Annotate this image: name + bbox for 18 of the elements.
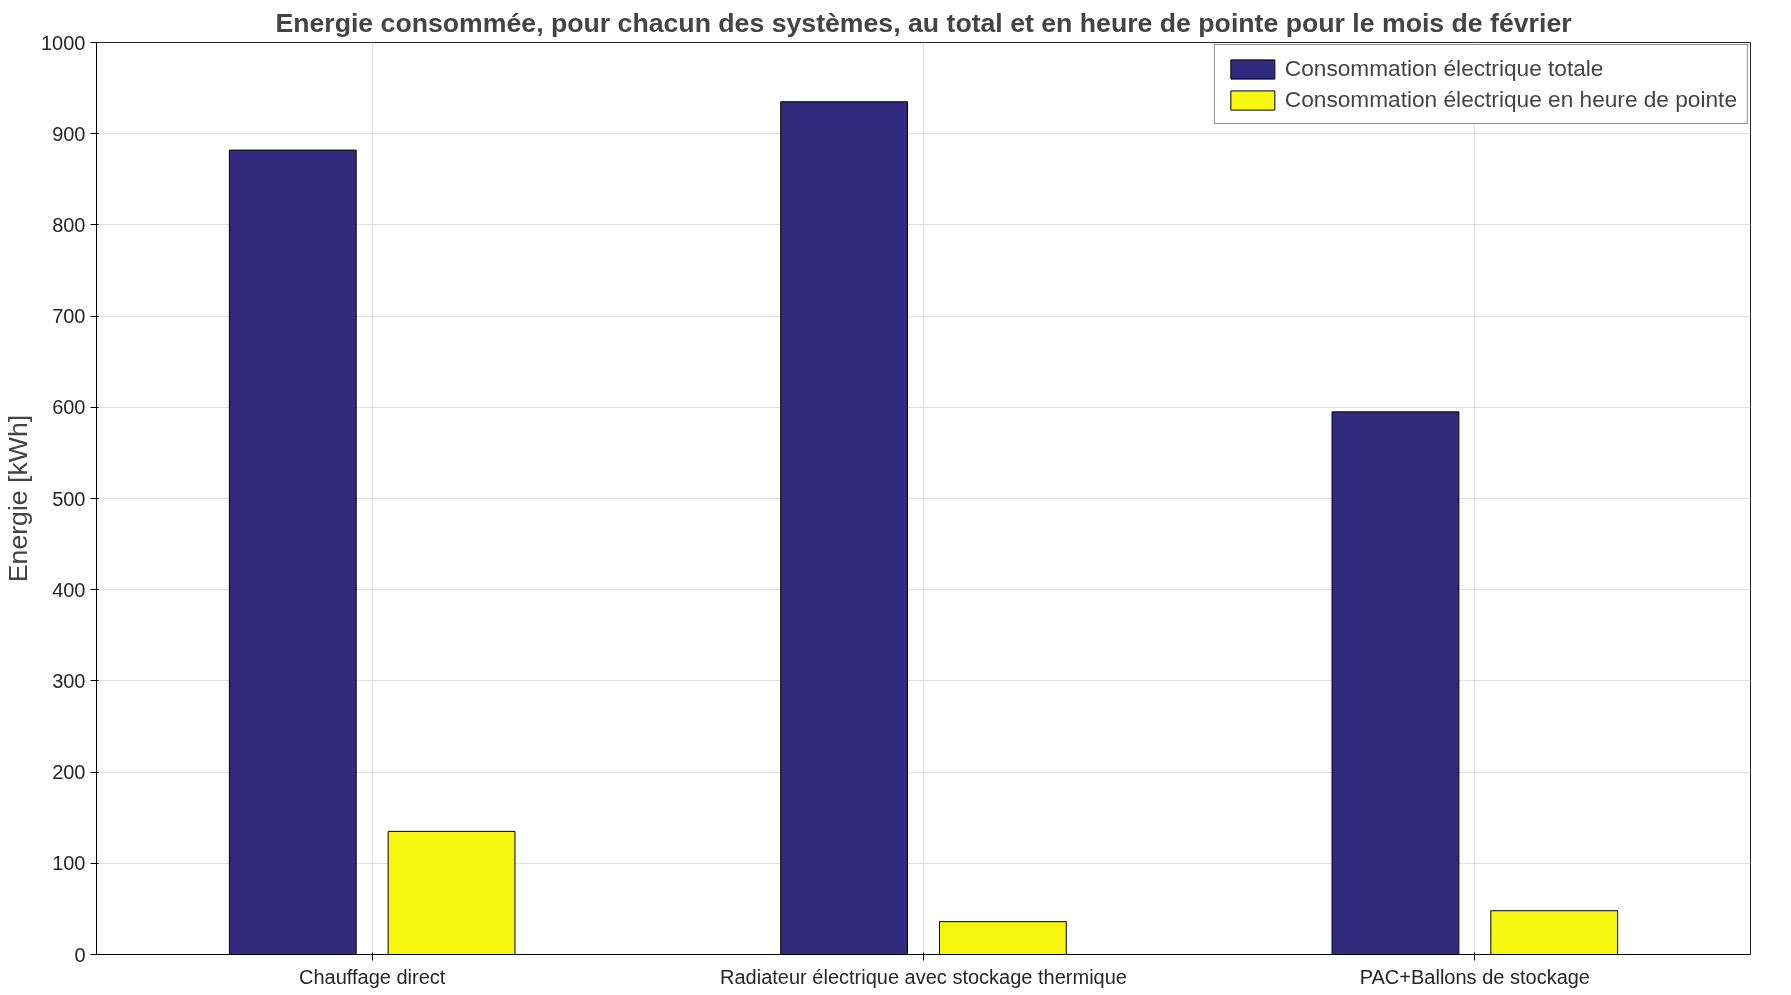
chart-title: Energie consommée, pour chacun des systèmes, au total et en heure de pointe pour le mois de février bbox=[275, 7, 1572, 38]
x-tick-label: PAC+Ballons de stockage bbox=[1359, 965, 1590, 988]
y-tick-label: 1000 bbox=[41, 31, 86, 54]
y-tick-label: 700 bbox=[52, 305, 86, 328]
y-tick-label: 900 bbox=[52, 122, 86, 145]
y-tick-label: 500 bbox=[52, 487, 86, 510]
y-tick-label: 300 bbox=[52, 669, 86, 692]
y-tick-label: 400 bbox=[52, 578, 86, 601]
y-tick-label: 200 bbox=[52, 761, 86, 784]
legend-label: Consommation électrique totale bbox=[1284, 55, 1604, 82]
x-tick-label: Chauffage direct bbox=[298, 965, 446, 988]
y-axis-title: Energie [kWh] bbox=[3, 414, 34, 583]
y-tick-label: 0 bbox=[74, 943, 86, 966]
y-tick-label: 100 bbox=[52, 852, 86, 875]
y-tick-label: 600 bbox=[52, 396, 86, 419]
x-tick-label: Radiateur électrique avec stockage thermique bbox=[720, 965, 1127, 988]
legend-label: Consommation électrique en heure de pointe bbox=[1284, 86, 1737, 113]
y-tick-label: 800 bbox=[52, 213, 86, 236]
